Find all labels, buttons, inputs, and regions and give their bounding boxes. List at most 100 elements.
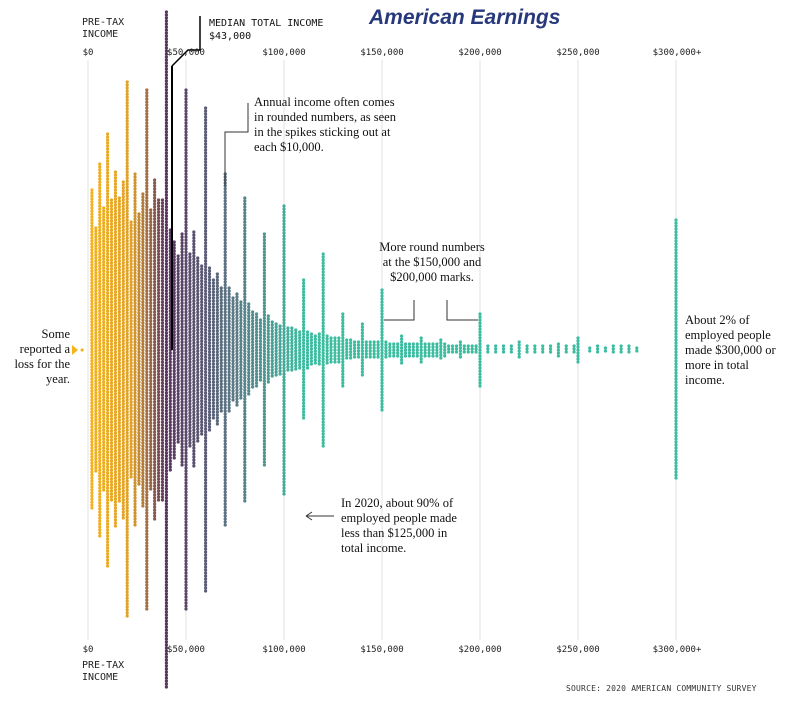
data-point: [129, 301, 133, 305]
data-point: [262, 445, 266, 449]
data-point: [153, 463, 157, 467]
data-point: [113, 482, 118, 486]
data-point: [223, 304, 227, 308]
data-point: [223, 196, 227, 200]
data-point: [274, 361, 278, 365]
data-point: [188, 318, 192, 322]
data-point: [145, 526, 149, 530]
data-point: [137, 374, 141, 378]
data-point: [133, 307, 137, 311]
data-point: [243, 382, 247, 386]
data-point: [137, 389, 141, 393]
data-point: [223, 415, 227, 419]
data-point: [247, 365, 251, 369]
data-point: [125, 431, 129, 435]
data-point: [94, 424, 98, 428]
data-point: [145, 583, 149, 587]
data-point: [176, 353, 180, 357]
data-point: [153, 313, 157, 317]
data-point: [156, 282, 161, 286]
data-point: [98, 231, 102, 235]
data-point: [282, 432, 286, 436]
data-point: [215, 401, 219, 405]
income-spike: [231, 296, 235, 402]
data-point: [576, 351, 580, 355]
data-point: [113, 521, 118, 525]
data-point: [180, 367, 184, 371]
data-point: [160, 348, 165, 352]
data-point: [164, 235, 168, 239]
data-point: [204, 454, 208, 458]
data-point: [282, 276, 286, 280]
data-point: [121, 405, 125, 409]
data-point: [80, 348, 84, 352]
data-point: [117, 364, 121, 368]
data-point: [125, 593, 129, 597]
data-point: [180, 340, 184, 344]
data-point: [125, 461, 129, 465]
income-spike: [674, 218, 678, 480]
data-point: [113, 197, 118, 201]
data-point: [121, 441, 125, 445]
data-point: [180, 430, 184, 434]
data-point: [145, 436, 149, 440]
data-point: [200, 399, 204, 403]
data-point: [286, 365, 290, 369]
data-point: [129, 292, 133, 296]
data-point: [204, 568, 208, 572]
data-point: [411, 354, 415, 358]
data-point: [168, 360, 172, 364]
data-point: [243, 463, 247, 467]
data-point: [239, 318, 243, 322]
data-point: [184, 604, 188, 608]
data-point: [164, 355, 168, 359]
data-point: [333, 339, 337, 343]
data-point: [149, 412, 153, 416]
data-point: [156, 498, 161, 502]
data-point: [141, 306, 145, 310]
data-point: [435, 342, 439, 346]
data-point: [94, 298, 98, 302]
data-point: [121, 261, 125, 265]
data-point: [262, 424, 266, 428]
data-point: [125, 491, 129, 495]
data-point: [98, 222, 102, 226]
data-point: [674, 260, 678, 264]
data-point: [180, 286, 184, 290]
data-point: [266, 314, 270, 318]
data-point: [137, 320, 141, 324]
data-point: [129, 415, 133, 419]
data-point: [674, 266, 678, 270]
data-point: [192, 350, 196, 354]
data-point: [443, 342, 447, 346]
data-point: [258, 369, 263, 373]
data-point: [121, 480, 125, 484]
data-point: [141, 264, 145, 268]
data-point: [164, 265, 168, 269]
income-spike: [278, 324, 282, 376]
data-point: [262, 265, 266, 269]
data-point: [674, 329, 678, 333]
data-point: [164, 169, 168, 173]
data-point: [184, 574, 188, 578]
data-point: [204, 319, 208, 323]
data-point: [98, 441, 102, 445]
data-point: [141, 501, 145, 505]
data-point: [153, 433, 157, 437]
data-point: [125, 353, 129, 357]
data-point: [254, 318, 259, 322]
data-point: [90, 347, 94, 351]
data-point: [129, 412, 133, 416]
income-spike: [286, 326, 290, 372]
data-point: [200, 333, 204, 337]
data-point: [94, 238, 98, 242]
data-point: [109, 492, 114, 496]
data-point: [164, 121, 168, 125]
data-point: [145, 238, 149, 242]
data-point: [243, 319, 247, 323]
data-point: [149, 214, 153, 218]
data-point: [164, 37, 168, 41]
data-point: [125, 161, 129, 165]
data-point: [396, 351, 400, 355]
income-spike: [113, 170, 118, 528]
